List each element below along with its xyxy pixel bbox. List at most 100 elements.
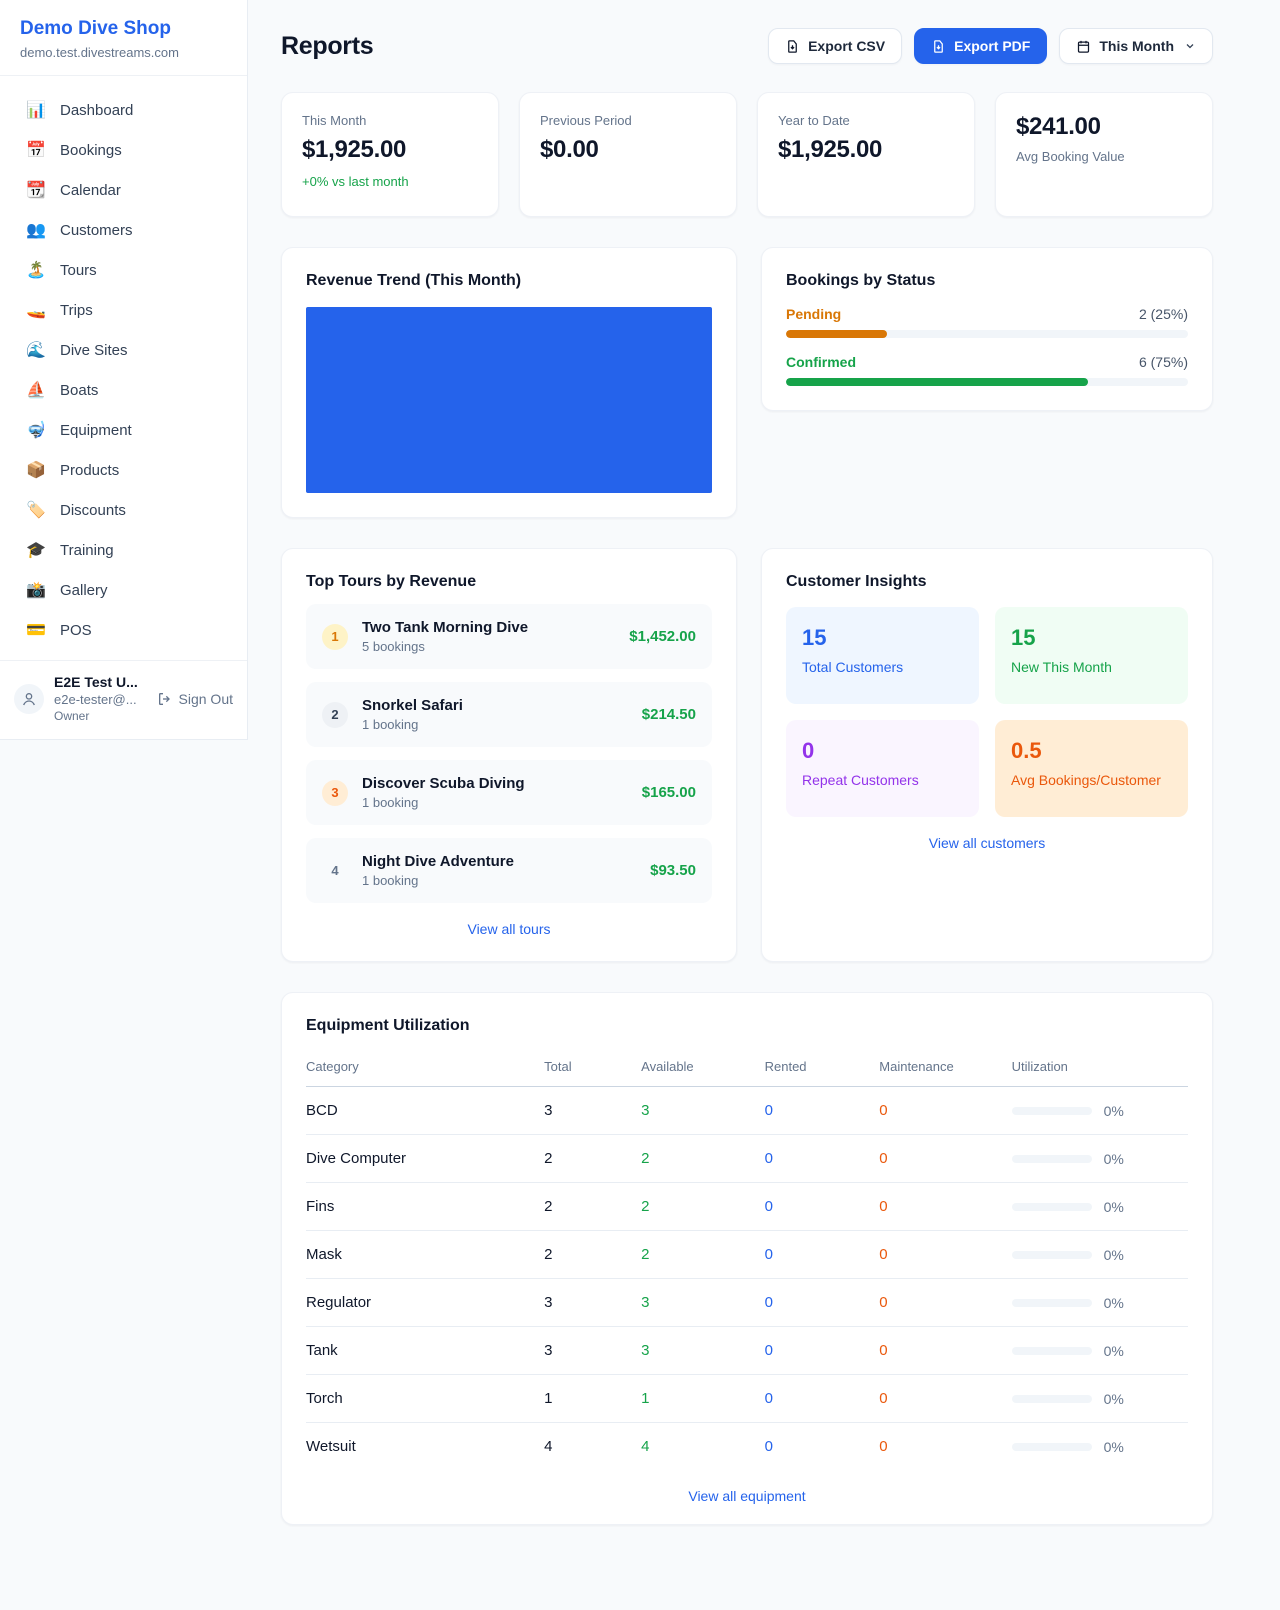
utilization-bar bbox=[1011, 1154, 1092, 1163]
utilization-percent: 0% bbox=[1103, 1246, 1124, 1263]
sidebar-item-dive-sites[interactable]: 🌊 Dive Sites bbox=[0, 330, 247, 370]
cell-rented: 0 bbox=[764, 1374, 880, 1423]
tile-value: 15 bbox=[1011, 625, 1036, 650]
period-dropdown[interactable]: This Month bbox=[1059, 28, 1213, 64]
stat-value: $241.00 bbox=[1016, 113, 1101, 140]
sidebar-item-training[interactable]: 🎓 Training bbox=[0, 530, 247, 570]
sidebar-item-dashboard[interactable]: 📊 Dashboard bbox=[0, 90, 247, 130]
sidebar: Demo Dive Shop demo.test.divestreams.com… bbox=[0, 0, 248, 740]
sidebar-item-customers[interactable]: 👥 Customers bbox=[0, 210, 247, 250]
header-actions: Export CSV Export PDF This Month bbox=[768, 28, 1213, 64]
utilization-percent: 0% bbox=[1103, 1438, 1124, 1455]
sidebar-item-label: Training bbox=[60, 541, 114, 559]
sidebar-item-gallery[interactable]: 📸 Gallery bbox=[0, 570, 247, 610]
export-pdf-button[interactable]: Export PDF bbox=[914, 28, 1048, 64]
sidebar-item-tours[interactable]: 🏝️ Tours bbox=[0, 250, 247, 290]
island-icon: 🏝️ bbox=[26, 262, 46, 279]
stat-label: Avg Booking Value bbox=[1016, 149, 1125, 164]
status-label: Pending bbox=[786, 306, 842, 322]
tile-value: 0 bbox=[802, 738, 815, 763]
utilization-cell: 0% bbox=[1011, 1391, 1188, 1407]
cell-total: 2 bbox=[544, 1134, 642, 1183]
status-row-header: Pending 2 (25%) bbox=[786, 306, 1188, 322]
cell-available: 2 bbox=[641, 1182, 765, 1231]
file-download-icon bbox=[934, 39, 943, 53]
sign-out-icon bbox=[158, 692, 170, 705]
equipment-utilization-card: Equipment Utilization Category Total Ava… bbox=[281, 992, 1213, 1525]
view-all-tours-link[interactable]: View all tours bbox=[467, 921, 551, 937]
bar-chart-icon: 📊 bbox=[26, 102, 46, 119]
stats-row: This Month $1,925.00 +0% vs last month P… bbox=[281, 92, 1213, 217]
cell-available: 4 bbox=[641, 1438, 650, 1455]
sidebar-item-boats[interactable]: ⛵ Boats bbox=[0, 370, 247, 410]
utilization-cell: 0% bbox=[1011, 1343, 1188, 1359]
sidebar-item-label: POS bbox=[60, 621, 92, 639]
tag-icon: 🏷️ bbox=[26, 502, 46, 519]
cell-available: 1 bbox=[641, 1374, 765, 1423]
utilization-bar bbox=[1011, 1250, 1092, 1259]
insight-tiles: 15 Total Customers 15 New This Month 0 R… bbox=[786, 607, 1188, 817]
cell-rented: 0 bbox=[764, 1134, 880, 1183]
sidebar-item-label: Trips bbox=[60, 301, 93, 319]
table-row: BCD 3 3 0 0 0% bbox=[306, 1086, 1188, 1135]
status-row-confirmed: Confirmed 6 (75%) bbox=[786, 354, 1188, 386]
view-all-customers-link[interactable]: View all customers bbox=[928, 835, 1046, 851]
cell-available: 2 bbox=[641, 1134, 765, 1183]
equipment-table: Category Total Available Rented Maintena… bbox=[306, 1049, 1188, 1470]
revenue-trend-title: Revenue Trend (This Month) bbox=[306, 272, 522, 289]
tour-revenue: $214.50 bbox=[641, 706, 696, 723]
revenue-trend-card: Revenue Trend (This Month) bbox=[281, 247, 737, 518]
customer-insights-card: Customer Insights 15 Total Customers 15 … bbox=[761, 548, 1213, 962]
cell-rented: 0 bbox=[764, 1230, 880, 1279]
tour-name: Night Dive Adventure bbox=[362, 853, 514, 870]
period-selected-label: This Month bbox=[1099, 38, 1174, 54]
utilization-cell: 0% bbox=[1011, 1150, 1188, 1167]
charts-row: Revenue Trend (This Month) Bookings by S… bbox=[281, 247, 1213, 518]
table-header-row: Category Total Available Rented Maintena… bbox=[306, 1049, 1188, 1087]
utilization-bar bbox=[1011, 1394, 1092, 1403]
sidebar-item-bookings[interactable]: 📅 Bookings bbox=[0, 130, 247, 170]
cell-category: Wetsuit bbox=[306, 1438, 356, 1455]
status-row-header: Confirmed 6 (75%) bbox=[786, 354, 1188, 370]
status-bar-fill bbox=[786, 378, 1088, 386]
view-all-equipment-link[interactable]: View all equipment bbox=[688, 1488, 806, 1504]
diving-mask-icon: 🤿 bbox=[26, 422, 46, 439]
status-row-pending: Pending 2 (25%) bbox=[786, 306, 1188, 338]
sidebar-item-products[interactable]: 📦 Products bbox=[0, 450, 247, 490]
person-icon bbox=[23, 692, 35, 705]
list-item: 3 Discover Scuba Diving 1 booking $165.0… bbox=[306, 760, 712, 825]
insights-row: Top Tours by Revenue 1 Two Tank Morning … bbox=[281, 548, 1213, 962]
tour-name: Two Tank Morning Dive bbox=[362, 619, 529, 636]
avatar bbox=[14, 683, 44, 714]
stat-delta: +0% vs last month bbox=[302, 174, 409, 189]
stat-value: $1,925.00 bbox=[302, 136, 407, 163]
utilization-percent: 0% bbox=[1103, 1150, 1124, 1167]
sidebar-item-discounts[interactable]: 🏷️ Discounts bbox=[0, 490, 247, 530]
rank-badge: 3 bbox=[322, 779, 348, 806]
table-row: Regulator 3 3 0 0 0% bbox=[306, 1278, 1188, 1327]
sidebar-item-equipment[interactable]: 🤿 Equipment bbox=[0, 410, 247, 450]
tour-bookings: 1 booking bbox=[362, 717, 419, 732]
utilization-bar bbox=[1011, 1298, 1092, 1307]
sidebar-item-pos[interactable]: 💳 POS bbox=[0, 610, 247, 650]
sidebar-item-label: Gallery bbox=[60, 581, 108, 599]
sign-out-button[interactable]: Sign Out bbox=[157, 691, 233, 707]
utilization-cell: 0% bbox=[1011, 1438, 1188, 1455]
bookings-by-status-title: Bookings by Status bbox=[786, 272, 936, 289]
tile-total-customers: 15 Total Customers bbox=[786, 607, 979, 704]
column-header: Maintenance bbox=[879, 1049, 1012, 1087]
user-info: E2E Test U... e2e-tester@... Owner bbox=[54, 674, 138, 723]
sidebar-item-label: Products bbox=[60, 461, 120, 479]
shop-name: Demo Dive Shop bbox=[20, 18, 171, 39]
tear-off-calendar-icon: 📆 bbox=[26, 182, 46, 199]
sidebar-item-trips[interactable]: 🚤 Trips bbox=[0, 290, 247, 330]
cell-rented: 0 bbox=[764, 1438, 773, 1455]
export-csv-button[interactable]: Export CSV bbox=[768, 28, 903, 64]
sidebar-item-calendar[interactable]: 📆 Calendar bbox=[0, 170, 247, 210]
cell-maintenance: 0 bbox=[879, 1134, 1012, 1183]
table-row: Fins 2 2 0 0 0% bbox=[306, 1182, 1188, 1231]
tile-value: 15 bbox=[802, 625, 827, 650]
user-role: Owner bbox=[54, 709, 90, 723]
page-title: Reports bbox=[281, 31, 374, 60]
utilization-bar bbox=[1011, 1346, 1092, 1355]
